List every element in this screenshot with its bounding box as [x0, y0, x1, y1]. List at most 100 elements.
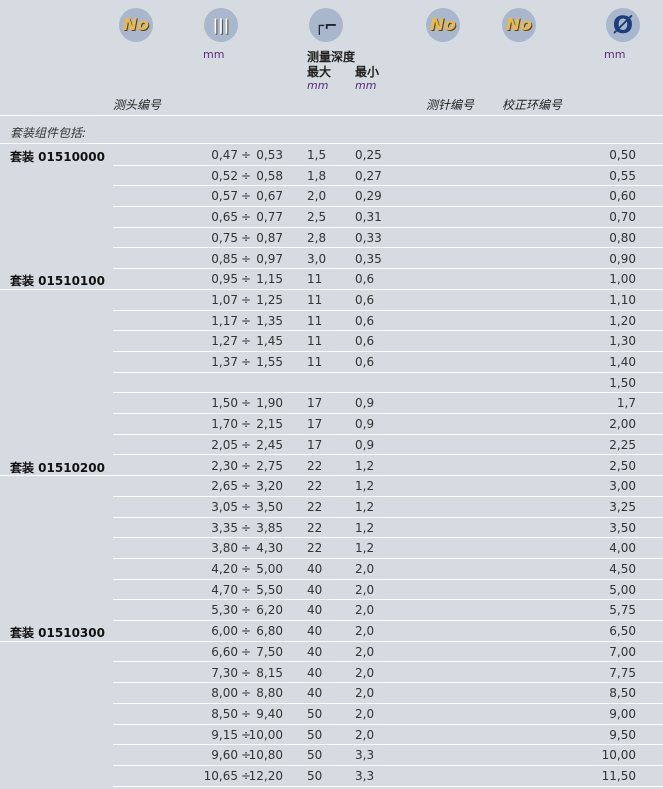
range-divider: ÷ [241, 582, 252, 597]
range-from: 1,07 [211, 292, 238, 307]
table-row: 9,15 ÷ 10,00 50 2,0 9,50 [0, 725, 663, 746]
range-to: 3,85 [256, 520, 283, 535]
range-from: 1,37 [211, 355, 238, 369]
range-to: 1,25 [256, 292, 283, 307]
ring-size: 7,00 [609, 644, 636, 659]
ring-size: 2,25 [609, 437, 636, 452]
row-divider [113, 764, 663, 766]
depth-max: 50 [307, 727, 323, 742]
range-from: 8,50 [211, 706, 238, 721]
range-divider: ÷ [241, 437, 252, 452]
range-from: 4,20 [211, 562, 238, 576]
divider [0, 115, 663, 116]
range-to: 2,75 [256, 458, 283, 473]
depth-max: 22 [307, 499, 323, 514]
table-row: 6,60 ÷ 7,50 40 2,0 7,00 [0, 642, 663, 663]
depth-min: 0,6 [355, 292, 375, 307]
range-to: 1,35 [256, 313, 283, 328]
depth-max: 11 [307, 355, 323, 369]
range-divider: ÷ [241, 706, 252, 721]
range-from: 2,65 [211, 479, 238, 494]
range-from: 1,70 [211, 417, 238, 432]
depth-min: 1,2 [355, 520, 375, 535]
pin-number-header: 测针编号 [426, 98, 475, 112]
ring-size: 1,50 [609, 375, 636, 390]
range-to: 4,30 [256, 541, 283, 556]
table-row: 4,20 ÷ 5,00 40 2,0 4,50 [0, 559, 663, 580]
ring-size: 8,50 [609, 686, 636, 701]
row-divider [113, 516, 663, 518]
range-divider: ÷ [241, 748, 252, 763]
depth-min: 2,0 [355, 686, 375, 701]
range-divider: ÷ [241, 727, 252, 742]
depth-max: 40 [307, 624, 323, 639]
ring-size: 1,40 [609, 355, 636, 369]
row-divider [113, 557, 663, 559]
ring-unit: mm [604, 48, 626, 61]
table-row: 0,65 ÷ 0,77 2,5 0,31 0,70 [0, 207, 663, 228]
row-divider [113, 350, 663, 352]
range-to: 10,80 [248, 748, 283, 763]
depth-max: 2,8 [307, 230, 327, 245]
depth-max: 17 [307, 437, 323, 452]
table-row: 5,30 ÷ 6,20 40 2,0 5,75 [0, 600, 663, 622]
ring-size: 9,00 [609, 706, 636, 721]
range-from: 9,15 [211, 727, 238, 742]
depth-min: 2,0 [355, 582, 375, 597]
ring-size: 0,60 [609, 189, 636, 204]
range-to: 6,80 [256, 624, 283, 639]
range-to: 0,77 [256, 210, 283, 225]
ring-size: 1,00 [609, 272, 636, 287]
table-row: 10,65 ÷ 12,20 50 3,3 11,50 [0, 766, 663, 787]
range-from: 10,65 [203, 769, 238, 783]
row-divider [113, 578, 663, 580]
row-divider [113, 371, 663, 373]
range-divider: ÷ [241, 251, 252, 266]
range-to: 1,90 [256, 396, 283, 411]
depth-min: 0,35 [355, 251, 382, 266]
depth-min: 2,0 [355, 644, 375, 659]
depth-max: 2,5 [307, 210, 327, 225]
depth-min: 0,9 [355, 437, 375, 452]
row-divider [113, 268, 663, 270]
range-to: 0,97 [256, 251, 283, 266]
row-divider [113, 206, 663, 208]
table-row: 0,57 ÷ 0,67 2,0 0,29 0,60 [0, 186, 663, 208]
range-from: 3,80 [211, 541, 238, 556]
row-divider [113, 247, 663, 249]
ring-size: 3,00 [609, 479, 636, 494]
range-divider: ÷ [241, 665, 252, 680]
number-icon: No [426, 8, 460, 42]
row-divider [113, 309, 663, 311]
number-icon: No [502, 8, 536, 42]
range-to: 2,45 [256, 437, 283, 452]
ring-size: 4,00 [609, 541, 636, 556]
ring-size: 0,90 [609, 251, 636, 266]
table-row: 2,05 ÷ 2,45 17 0,9 2,25 [0, 435, 663, 456]
depth-max: 11 [307, 334, 323, 349]
table-row: 0,85 ÷ 0,97 3,0 0,35 0,90 [0, 249, 663, 270]
depth-min: 2,0 [355, 706, 375, 721]
table-row: 1,17 ÷ 1,35 11 0,6 1,20 [0, 311, 663, 332]
range-divider: ÷ [241, 458, 252, 473]
depth-max: 40 [307, 562, 323, 576]
range-to: 7,50 [256, 644, 283, 659]
table-row: 8,00 ÷ 8,80 40 2,0 8,50 [0, 683, 663, 704]
range-to: 12,20 [248, 769, 283, 783]
depth-min: 1,2 [355, 541, 375, 556]
depth-max: 1,5 [307, 148, 327, 162]
depth-max: 17 [307, 396, 323, 411]
row-divider [113, 495, 663, 497]
range-to: 1,45 [256, 334, 283, 349]
range-divider: ÷ [241, 417, 252, 432]
ring-size: 0,80 [609, 230, 636, 245]
range-divider: ÷ [241, 499, 252, 514]
ring-size: 9,50 [609, 727, 636, 742]
range-from: 9,60 [211, 748, 238, 763]
depth-min: 0,6 [355, 334, 375, 349]
range-to: 2,15 [256, 417, 283, 432]
depth-max: 40 [307, 582, 323, 597]
table-row: 0,75 ÷ 0,87 2,8 0,33 0,80 [0, 228, 663, 249]
depth-max: 40 [307, 603, 323, 618]
range-to: 5,50 [256, 582, 283, 597]
